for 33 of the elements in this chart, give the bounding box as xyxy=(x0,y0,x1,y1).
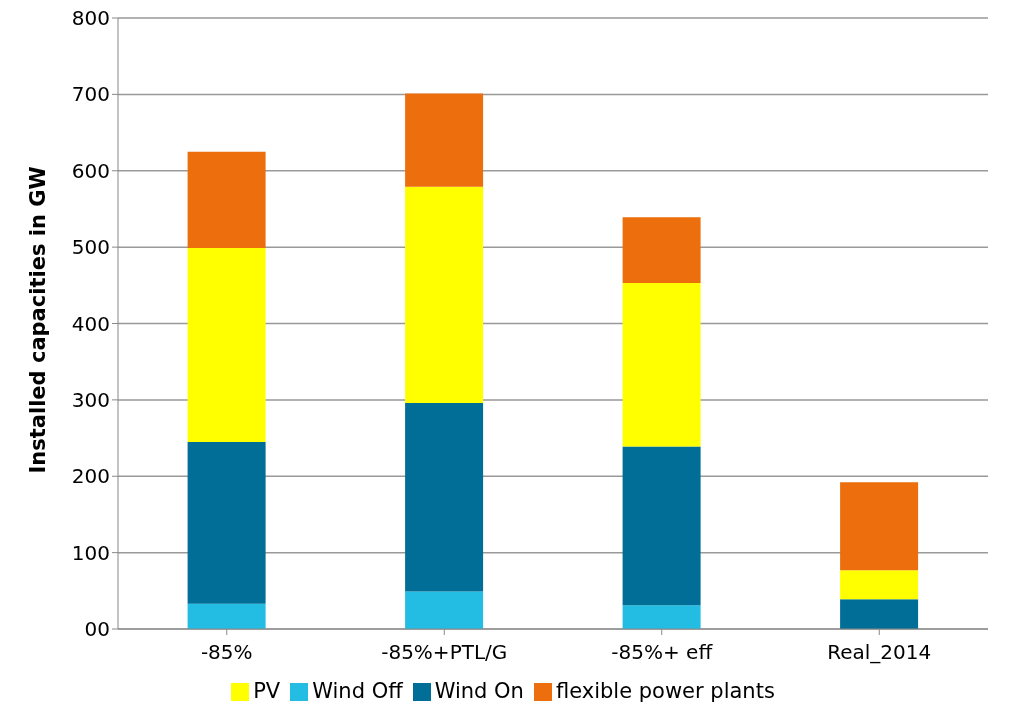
bar xyxy=(187,247,266,442)
bar xyxy=(405,591,484,629)
bar xyxy=(405,402,484,592)
bar xyxy=(187,441,266,604)
y-axis-title: Installed capacities in GW xyxy=(26,166,51,474)
legend-label: Wind On xyxy=(434,679,524,703)
y-tick-label: 400 xyxy=(71,311,110,336)
bar xyxy=(187,151,266,248)
y-tick-label: 600 xyxy=(71,158,110,183)
legend-label: flexible power plants xyxy=(555,679,775,703)
bar xyxy=(622,605,701,629)
bar xyxy=(405,93,484,187)
bar xyxy=(622,446,701,606)
y-tick-label: 800 xyxy=(71,6,110,31)
bar xyxy=(405,186,484,403)
y-tick-label: 200 xyxy=(71,464,110,489)
x-tick-label: Real_2014 xyxy=(827,640,932,665)
bar xyxy=(187,603,266,629)
bar xyxy=(622,217,701,284)
x-tick-label: -85%+ eff xyxy=(611,640,714,665)
x-tick-label: -85%+PTL/G xyxy=(381,640,508,665)
y-tick-label: 700 xyxy=(71,82,110,107)
bar xyxy=(840,570,919,600)
bar xyxy=(840,482,919,571)
bar xyxy=(622,283,701,447)
bar xyxy=(840,599,919,629)
legend-label: Wind Off xyxy=(312,679,403,703)
y-tick-label: 500 xyxy=(71,235,110,260)
y-tick-label: 00 xyxy=(84,617,110,642)
y-tick-label: 300 xyxy=(71,387,110,412)
legend-label: PV xyxy=(253,679,281,703)
x-tick-label: -85% xyxy=(200,640,253,665)
y-tick-label: 100 xyxy=(71,540,110,565)
